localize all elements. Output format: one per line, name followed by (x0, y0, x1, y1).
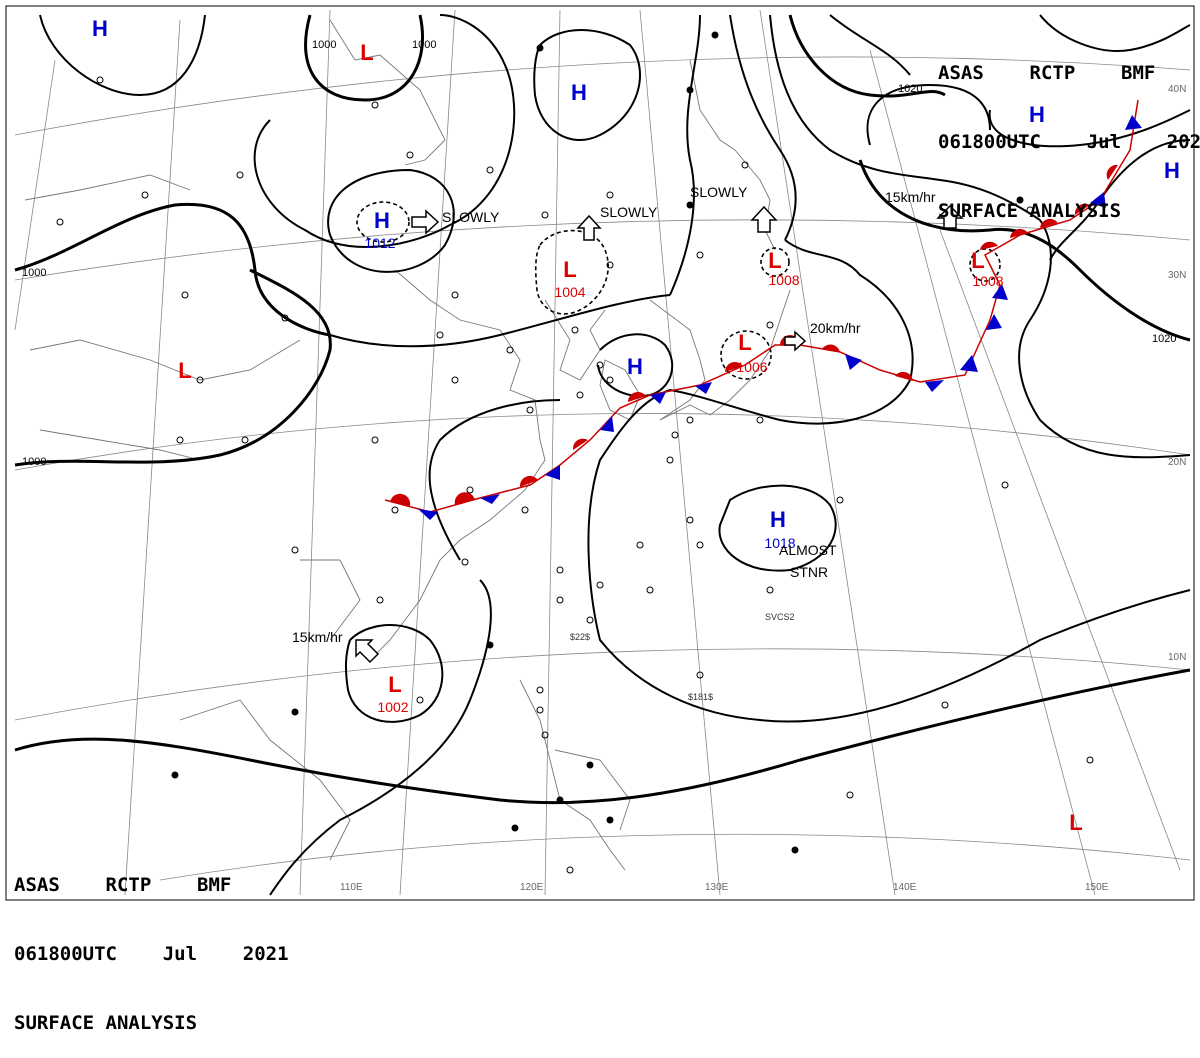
center-pressure: 1002 (377, 699, 408, 715)
low-center: L (178, 358, 191, 383)
isobar-label: 1000 (22, 267, 46, 279)
isobar-label: 1000 (22, 456, 46, 468)
motion-arrow-icon (784, 330, 807, 352)
isobar (253, 14, 516, 248)
high-center: H (92, 16, 108, 41)
station-id: $181$ (688, 692, 713, 702)
high-center: H (374, 208, 390, 233)
motion-arrow-icon (750, 205, 778, 233)
motion-label: STNR (790, 564, 828, 580)
isobar (788, 14, 946, 98)
low-center: L (1069, 810, 1082, 835)
motion-arrow-icon (576, 214, 602, 241)
header-line: 061800UTC Jul 2021 (938, 131, 1200, 153)
low-center: L (738, 330, 751, 355)
motion-label: SLOWLY (442, 209, 500, 225)
isobar (269, 579, 492, 896)
isobar (1039, 14, 1191, 52)
isobar (669, 14, 701, 296)
header-line: ASAS RCTP BMF (938, 62, 1156, 84)
lon-label: 140E (893, 882, 917, 893)
lon-label: 130E (705, 882, 729, 893)
isobar (718, 484, 837, 572)
isobar (304, 14, 425, 102)
motion-label: 15km/hr (292, 629, 343, 645)
motion-label: ALMOST (779, 542, 837, 558)
latitude-lines (14, 56, 1191, 881)
low-center: L (388, 672, 401, 697)
motion-arrow-icon (355, 639, 380, 664)
isobar-label: 1020 (898, 83, 922, 95)
motion-label: 15km/hr (885, 189, 936, 205)
isobars (14, 14, 1191, 896)
lon-label: 120E (520, 882, 544, 893)
isobar (344, 624, 444, 723)
longitude-lines (14, 9, 1181, 896)
isobar (329, 294, 671, 348)
low-center: L (563, 257, 576, 282)
center-pressure: 1012 (364, 235, 395, 251)
center-pressure: 1008 (768, 272, 799, 288)
low-center: L (360, 40, 373, 65)
lat-label: 40N (1168, 84, 1186, 95)
header-line: SURFACE ANALYSIS (938, 200, 1122, 222)
motion-arrows (355, 204, 964, 664)
lon-label: 150E (1085, 882, 1109, 893)
motion-label: SLOWLY (600, 204, 658, 220)
weather-map: H L H H L L L H L H L L H H L 1012 1004 … (5, 5, 1195, 901)
isobar (729, 14, 797, 241)
motion-label: 20km/hr (810, 320, 861, 336)
isobar (858, 159, 1191, 342)
isobar (988, 109, 1191, 148)
header-line: 061800UTC Jul 2021 (14, 943, 289, 965)
isobar (1018, 219, 1191, 459)
lat-label: 10N (1168, 652, 1186, 663)
station-id: SVCS2 (765, 612, 795, 622)
high-center: H (770, 507, 786, 532)
lat-label: 30N (1168, 270, 1186, 281)
center-pressure: 1006 (736, 359, 767, 375)
motion-arrow-icon (411, 209, 440, 235)
isobar-label: 1020 (1152, 333, 1176, 345)
high-center: H (1029, 102, 1045, 127)
isobar (597, 333, 674, 397)
isobar (769, 14, 1041, 221)
isobar-label: 1000 (312, 39, 336, 51)
header-line: SURFACE ANALYSIS (14, 1012, 198, 1034)
isobar-label: 1000 (412, 39, 436, 51)
high-center: H (1164, 158, 1180, 183)
center-pressure: 1018 (764, 535, 795, 551)
lat-label: 20N (1168, 457, 1186, 468)
center-pressure: 1004 (554, 284, 585, 300)
isobar (327, 168, 455, 273)
motion-label: SLOWLY (690, 184, 748, 200)
low-center: L (768, 248, 781, 273)
isobar (14, 268, 332, 467)
isobar (866, 83, 991, 146)
isobar (587, 389, 1191, 723)
isobar (428, 399, 561, 561)
motion-arrow-icon (936, 204, 964, 229)
header-bottom-left: ASAS RCTP BMF 061800UTC Jul 2021 SURFACE… (14, 828, 289, 1058)
isobar (14, 668, 1191, 805)
dashed-isobars (356, 201, 1001, 380)
stationary-front (384, 99, 1142, 520)
isobar (533, 29, 641, 141)
station-id: $22$ (570, 632, 590, 642)
station-plots (56, 31, 1094, 874)
lon-label: 110E (340, 882, 363, 893)
header-line: ASAS RCTP BMF (14, 874, 232, 896)
isobar (39, 14, 206, 97)
header-top-right: ASAS RCTP BMF 061800UTC Jul 2021 SURFACE… (938, 16, 1200, 246)
isobar (829, 14, 911, 76)
center-pressure: 1008 (972, 273, 1003, 289)
isobar (14, 202, 331, 337)
high-center: H (571, 80, 587, 105)
high-center: H (627, 354, 643, 379)
low-center: L (971, 248, 984, 273)
